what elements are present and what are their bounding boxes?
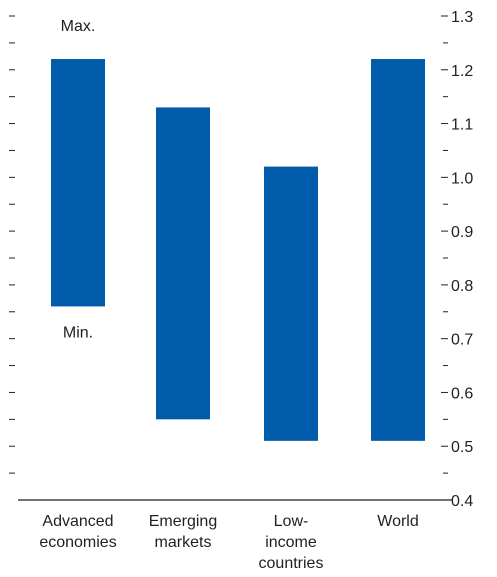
min-annotation: Min. — [63, 324, 93, 341]
category-label: Low-income countries — [259, 513, 324, 572]
y-tick-label: 0.9 — [451, 224, 473, 241]
max-annotation: Max. — [61, 18, 96, 35]
category-label: Advanced economies — [39, 513, 116, 551]
right-axis-ticks: 0.4 0.5 0.6 0.7 0.8 0.9 1.0 1.1 1.2 1.3 — [441, 9, 473, 510]
y-tick-label: 1.1 — [451, 117, 473, 134]
range-bar — [264, 166, 318, 441]
left-minor-ticks — [9, 15, 15, 474]
y-tick-label: 1.3 — [451, 9, 473, 26]
y-tick-label: 1.2 — [451, 63, 473, 80]
range-bar — [51, 59, 105, 307]
y-tick-label: 0.8 — [451, 278, 473, 295]
range-bars — [51, 59, 425, 441]
category-label: World — [377, 513, 419, 530]
y-tick-label: 0.5 — [451, 439, 473, 456]
y-tick-label: 0.7 — [451, 332, 473, 349]
category-label: Emerging markets — [149, 513, 217, 551]
y-tick-label: 1.0 — [451, 170, 473, 187]
range-bar — [371, 59, 425, 441]
category-labels: Advanced economies Emerging markets Low-inco… — [39, 513, 418, 572]
range-bar — [156, 107, 210, 420]
y-tick-label: 0.6 — [451, 385, 473, 402]
y-tick-label: 0.4 — [451, 493, 473, 510]
